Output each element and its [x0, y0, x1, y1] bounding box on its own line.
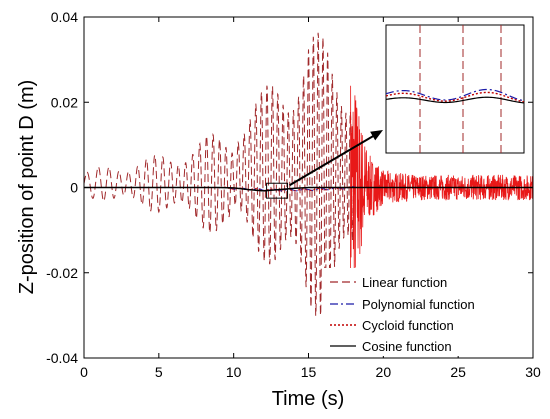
x-axis-title: Time (s) — [272, 388, 345, 410]
inset-series-cosine — [386, 96, 524, 104]
y-tick-label: -0.02 — [46, 265, 78, 281]
inset-data-layer — [386, 25, 524, 153]
zoom-arrow — [289, 130, 383, 187]
plot-data-layer — [84, 32, 533, 316]
legend-box — [323, 268, 528, 356]
tick-layer: 0 5 10 15 20 25 30 0.04 0.02 0 -0.02 -0.04 — [46, 9, 541, 380]
y-axis-title: Z-position of point D (m) — [16, 80, 38, 295]
legend-label-cycloid: Cycloid function — [362, 318, 454, 333]
zoom-box — [266, 182, 289, 199]
x-tick-label: 5 — [155, 364, 163, 380]
inset-series-polynomial — [386, 88, 524, 102]
legend: Linear function Polynomial function Cycl… — [323, 268, 528, 356]
legend-item-cycloid: Cycloid function — [330, 318, 454, 333]
x-tick-label: 0 — [80, 364, 88, 380]
legend-item-linear: Linear function — [330, 275, 447, 290]
inset-plot — [385, 24, 525, 154]
x-tick-label: 20 — [376, 364, 392, 380]
inset-frame — [385, 24, 525, 154]
x-tick-label: 30 — [525, 364, 541, 380]
legend-label-linear: Linear function — [362, 275, 447, 290]
series-line-polynomial — [84, 186, 532, 192]
legend-label-cosine: Cosine function — [362, 339, 452, 354]
series-line-linear — [84, 32, 354, 316]
legend-label-polynomial: Polynomial function — [362, 297, 475, 312]
y-tick-label: 0.02 — [51, 94, 78, 110]
series-line-linear-highfreq — [350, 85, 533, 309]
y-tick-label: 0 — [70, 180, 78, 196]
x-tick-label: 15 — [301, 364, 317, 380]
x-tick-label: 25 — [450, 364, 466, 380]
y-tick-label: -0.04 — [46, 350, 78, 366]
legend-item-cosine: Cosine function — [330, 339, 452, 354]
y-tick-label: 0.04 — [51, 9, 78, 25]
inset-series-cycloid — [386, 91, 524, 103]
legend-item-polynomial: Polynomial function — [330, 297, 475, 312]
series-line-cosine — [84, 186, 533, 192]
x-tick-label: 10 — [226, 364, 242, 380]
